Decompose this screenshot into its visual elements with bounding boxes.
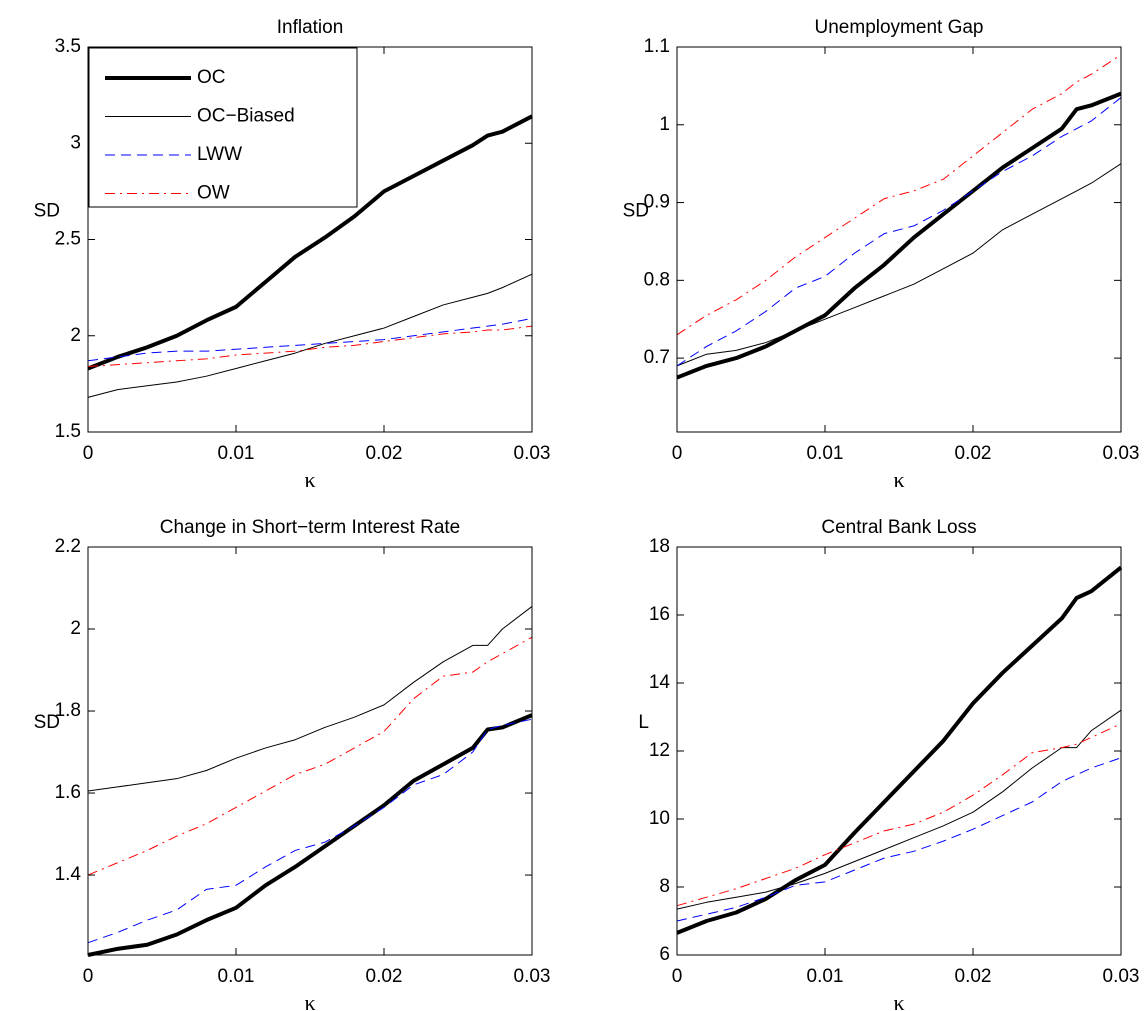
y-tick-label: 1.1: [644, 36, 670, 57]
legend-label: LWW: [197, 144, 242, 165]
subplot: 0 0.01 0.02 0.03 1.4 1.6 1.8 2 2.2 Change in Shor…: [34, 517, 551, 1011]
y-tick-label: 2.2: [55, 536, 81, 557]
x-tick-label: 0.03: [514, 443, 551, 464]
y-tick-label: 3: [70, 132, 81, 153]
x-tick-label: 0.02: [366, 966, 403, 987]
y-axis-label: SD: [34, 712, 60, 733]
y-tick-label: 2: [70, 618, 81, 639]
y-tick-label: 1.5: [55, 421, 81, 442]
x-axis-label: κ: [304, 467, 315, 492]
chart-title: Inflation: [277, 17, 344, 38]
series-line: [676, 757, 1122, 922]
y-tick-label: 1.4: [55, 864, 82, 885]
x-tick-label: 0: [83, 443, 94, 464]
y-tick-label: 0.7: [644, 347, 670, 368]
plot-area: [677, 547, 1121, 955]
x-tick-label: 0.03: [514, 966, 551, 987]
series-line: [676, 91, 1122, 380]
y-tick-label: 1: [659, 114, 670, 135]
x-tick-label: 0.02: [955, 966, 992, 987]
plot-area: [677, 47, 1121, 432]
y-tick-label: 16: [649, 604, 670, 625]
series-line: [676, 97, 1122, 367]
series-line: [87, 273, 533, 398]
series-line: [676, 163, 1122, 367]
series-line: [87, 713, 533, 957]
y-tick-label: 10: [649, 808, 670, 829]
x-axis-label: κ: [304, 990, 315, 1011]
series-line: [676, 723, 1122, 907]
x-tick-label: 0.01: [807, 443, 844, 464]
y-tick-label: 0.8: [644, 269, 670, 290]
x-tick-label: 0: [672, 966, 683, 987]
series-line: [87, 718, 533, 944]
y-tick-label: 0.9: [644, 192, 670, 213]
legend-label: OW: [197, 183, 230, 204]
y-tick-label: 2.5: [55, 229, 81, 250]
x-tick-label: 0.03: [1103, 966, 1140, 987]
x-tick-label: 0.01: [218, 443, 255, 464]
y-tick-label: 3.5: [55, 36, 81, 57]
y-tick-label: 2: [70, 325, 81, 346]
y-tick-label: 18: [649, 536, 670, 557]
y-tick-label: 6: [659, 944, 670, 965]
y-axis-label: L: [638, 712, 649, 733]
chart-title: Unemployment Gap: [815, 17, 984, 38]
y-tick-label: 1.8: [55, 700, 81, 721]
subplot: 0 0.01 0.02 0.03 6 8 10 12 14 16 18 Central Bank Lo…: [638, 517, 1139, 1011]
chart-title: Central Bank Loss: [821, 517, 976, 538]
plot-area: [88, 547, 532, 955]
legend-label: OC−Biased: [197, 106, 295, 127]
series-line: [87, 606, 533, 792]
y-tick-label: 1.6: [55, 782, 81, 803]
x-tick-label: 0.02: [366, 443, 403, 464]
series-line: [676, 565, 1123, 935]
series-line: [87, 317, 533, 362]
chart-title: Change in Short−term Interest Rate: [160, 517, 460, 538]
x-axis-label: κ: [893, 467, 904, 492]
y-tick-label: 12: [649, 740, 670, 761]
y-tick-label: 14: [649, 672, 671, 693]
y-tick-label: 8: [659, 876, 670, 897]
axes-box: [87, 546, 533, 956]
y-axis-label: SD: [623, 201, 649, 222]
series-line: [676, 54, 1122, 336]
series-line: [676, 709, 1122, 910]
x-tick-label: 0: [672, 443, 683, 464]
series-line: [87, 114, 533, 371]
x-tick-label: 0.02: [955, 443, 992, 464]
x-tick-label: 0: [83, 966, 94, 987]
subplot: 0 0.01 0.02 0.03 0.7 0.8 0.9 1 1.1 Unemployment G…: [623, 17, 1140, 492]
x-axis-label: κ: [893, 990, 904, 1011]
axes-box: [676, 46, 1122, 433]
legend-box: [88, 47, 358, 208]
x-tick-label: 0.01: [218, 966, 255, 987]
y-axis-label: SD: [34, 201, 60, 222]
subplot: 0 0.01 0.02 0.03 1.5 2 2.5 3 3.5 Inflation κ SD OC OC…: [34, 17, 551, 492]
x-tick-label: 0.01: [807, 966, 844, 987]
legend-label: OC: [197, 67, 226, 88]
series-line: [87, 636, 533, 876]
x-tick-label: 0.03: [1103, 443, 1140, 464]
